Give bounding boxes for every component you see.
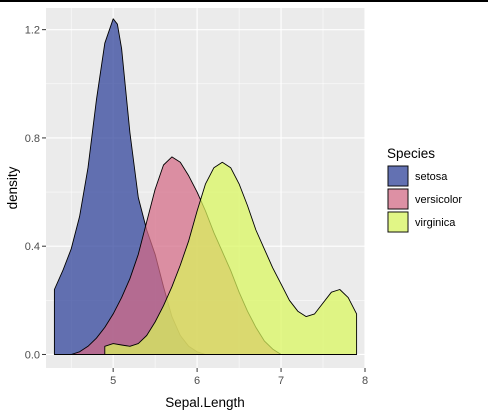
legend-title: Species [387,146,435,161]
density-areas [53,18,358,355]
y-tick-label: 0.0 [25,349,40,361]
x-tick-label: 5 [110,375,116,387]
x-tick-label: 8 [362,375,368,387]
axis-ticks [42,29,366,372]
x-tick-label: 7 [278,375,284,387]
y-tick-label: 1.2 [25,25,40,37]
x-tick-label: 6 [194,375,200,387]
legend-label-setosa: setosa [415,171,448,183]
x-tick-labels: 5 6 7 8 [110,375,368,387]
legend-label-versicolor: versicolor [415,194,462,206]
top-border [0,0,488,2]
x-axis-title: Sepal.Length [165,395,245,410]
legend-swatch-versicolor [387,188,409,210]
legend: Species setosa versicolor virginica [387,146,462,233]
y-tick-label: 0.8 [25,133,40,145]
legend-swatch-setosa [387,165,409,187]
y-tick-labels: 0.0 0.4 0.8 1.2 [25,25,40,362]
legend-swatch-virginica [387,211,409,233]
y-axis-title: density [5,166,20,209]
y-tick-label: 0.4 [25,241,40,253]
density-area-virginica [104,161,358,355]
legend-label-virginica: virginica [415,217,456,229]
